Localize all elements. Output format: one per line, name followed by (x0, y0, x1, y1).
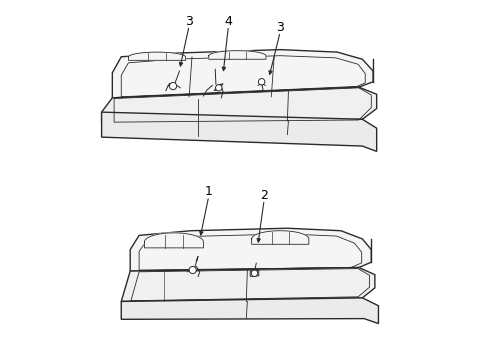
Polygon shape (130, 228, 370, 271)
Circle shape (189, 266, 196, 274)
Polygon shape (102, 87, 376, 125)
Circle shape (251, 270, 257, 276)
Polygon shape (214, 84, 223, 91)
Circle shape (169, 82, 176, 90)
Polygon shape (102, 112, 376, 152)
Circle shape (215, 85, 222, 91)
Polygon shape (112, 50, 372, 98)
Polygon shape (121, 298, 378, 324)
Polygon shape (208, 51, 265, 59)
Text: 1: 1 (204, 185, 212, 198)
Polygon shape (144, 233, 203, 248)
Polygon shape (250, 270, 258, 276)
Circle shape (258, 78, 264, 85)
Text: 3: 3 (185, 14, 193, 27)
Polygon shape (251, 231, 308, 244)
Text: 3: 3 (276, 21, 284, 33)
Polygon shape (121, 267, 374, 301)
Text: 2: 2 (260, 189, 267, 202)
Polygon shape (128, 52, 185, 60)
Text: 4: 4 (224, 14, 232, 27)
